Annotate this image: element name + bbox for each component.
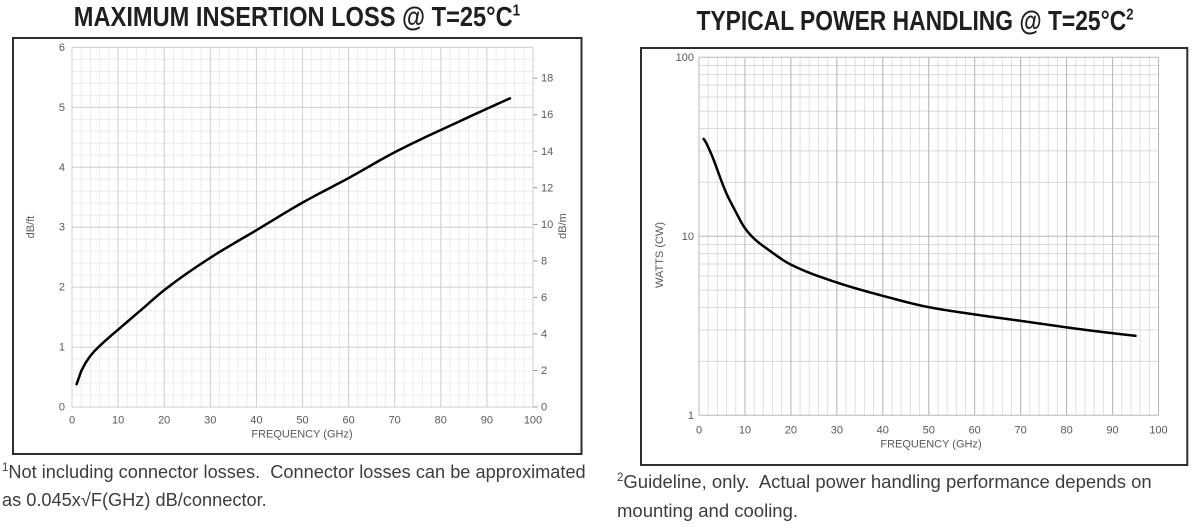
svg-text:WATTS (CW): WATTS (CW) (654, 222, 666, 288)
svg-text:5: 5 (59, 102, 65, 114)
svg-text:30: 30 (831, 425, 843, 437)
svg-text:3: 3 (59, 222, 65, 234)
svg-text:4: 4 (59, 162, 65, 174)
svg-text:100: 100 (676, 52, 694, 64)
svg-text:70: 70 (389, 415, 401, 427)
svg-text:1: 1 (688, 410, 694, 422)
svg-text:0: 0 (541, 402, 547, 414)
svg-text:8: 8 (541, 255, 547, 267)
svg-text:0: 0 (69, 415, 75, 427)
svg-text:50: 50 (296, 415, 308, 427)
svg-text:dB/m: dB/m (557, 213, 569, 239)
svg-text:0: 0 (59, 402, 65, 414)
svg-text:18: 18 (541, 73, 553, 85)
svg-text:40: 40 (250, 415, 262, 427)
svg-text:16: 16 (541, 109, 553, 121)
svg-text:90: 90 (481, 415, 493, 427)
svg-text:60: 60 (969, 425, 981, 437)
svg-text:90: 90 (1106, 425, 1118, 437)
svg-text:10: 10 (682, 231, 694, 243)
svg-text:80: 80 (1060, 425, 1072, 437)
svg-text:4: 4 (541, 328, 547, 340)
svg-text:FREQUENCY (GHz): FREQUENCY (GHz) (880, 439, 981, 451)
svg-text:100: 100 (1149, 425, 1167, 437)
svg-text:20: 20 (785, 425, 797, 437)
svg-text:6: 6 (541, 292, 547, 304)
svg-text:FREQUENCY (GHz): FREQUENCY (GHz) (251, 429, 352, 441)
svg-text:10: 10 (541, 219, 553, 231)
svg-text:80: 80 (435, 415, 447, 427)
svg-text:60: 60 (342, 415, 354, 427)
svg-text:10: 10 (112, 415, 124, 427)
svg-text:10: 10 (739, 425, 751, 437)
svg-text:40: 40 (877, 425, 889, 437)
svg-text:6: 6 (59, 42, 65, 54)
svg-text:1: 1 (59, 342, 65, 354)
svg-text:70: 70 (1015, 425, 1027, 437)
svg-text:dB/ft: dB/ft (25, 216, 37, 239)
svg-text:30: 30 (204, 415, 216, 427)
svg-text:50: 50 (923, 425, 935, 437)
svg-text:20: 20 (158, 415, 170, 427)
svg-text:2: 2 (541, 365, 547, 377)
svg-text:14: 14 (541, 146, 553, 158)
svg-text:2: 2 (59, 282, 65, 294)
svg-text:0: 0 (696, 425, 702, 437)
svg-text:12: 12 (541, 182, 553, 194)
svg-text:100: 100 (524, 415, 542, 427)
